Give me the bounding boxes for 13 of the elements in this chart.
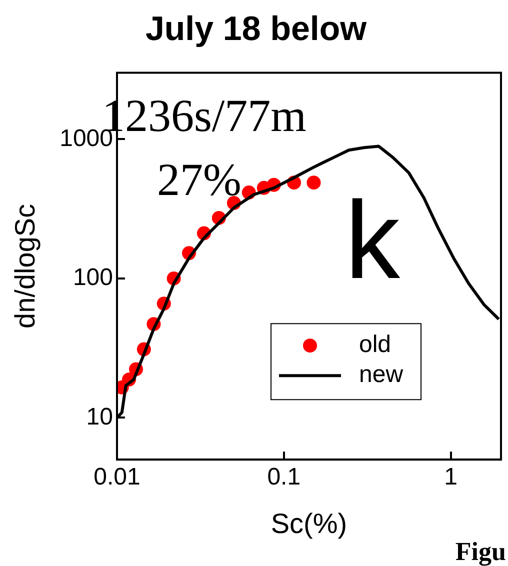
y-axis-title: dn/dlogSc xyxy=(10,204,41,328)
annotation: k xyxy=(344,178,401,302)
legend-label: new xyxy=(359,361,404,388)
y-tick-label: 10 xyxy=(86,403,113,430)
text: Figu xyxy=(455,537,506,566)
x-tick-label: 0.1 xyxy=(267,464,301,491)
x-tick-label: 1 xyxy=(444,464,458,491)
y-tick-label: 100 xyxy=(72,264,113,292)
legend-label: old xyxy=(359,331,392,358)
x-axis-title: Sc(%) xyxy=(270,508,348,539)
chart-title: July 18 below xyxy=(145,10,368,48)
annotation: 27% xyxy=(156,154,242,205)
x-tick-label: 0.01 xyxy=(94,464,140,491)
